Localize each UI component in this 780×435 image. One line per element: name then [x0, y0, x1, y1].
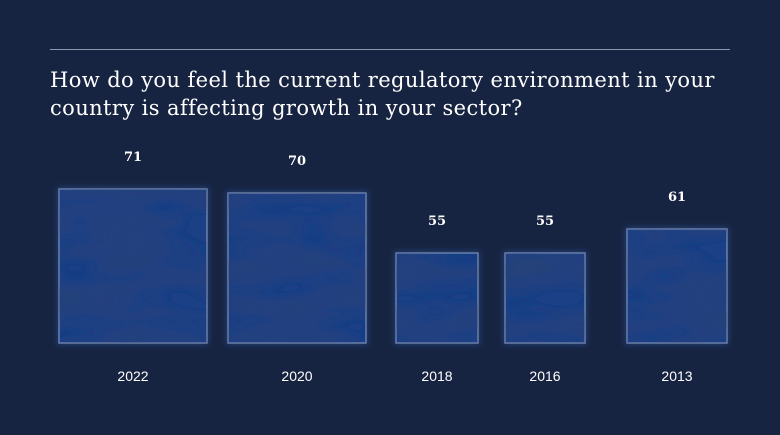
bar-value-label: 70	[288, 154, 306, 169]
bar	[58, 188, 208, 344]
bar-group-2018: 55 2018	[394, 214, 480, 384]
bar-group-2016: 55 2016	[503, 214, 587, 384]
chart-title: How do you feel the current regulatory e…	[50, 68, 715, 120]
category-label: 2022	[117, 368, 148, 384]
bar-value-label: 61	[668, 190, 686, 205]
bar	[227, 192, 367, 344]
bar-group-2013: 61 2013	[625, 190, 729, 384]
bar	[626, 228, 728, 344]
bar	[395, 252, 479, 344]
bar-group-2022: 71 2022	[57, 150, 209, 384]
bar	[504, 252, 586, 344]
bar-value-label: 55	[536, 214, 554, 229]
category-label: 2013	[661, 368, 692, 384]
bar-group-2020: 70 2020	[226, 154, 368, 384]
category-label: 2016	[529, 368, 560, 384]
top-divider-rule	[50, 49, 730, 50]
category-label: 2020	[281, 368, 312, 384]
bar-value-label: 71	[124, 150, 142, 165]
bar-value-label: 55	[428, 214, 446, 229]
category-label: 2018	[421, 368, 452, 384]
